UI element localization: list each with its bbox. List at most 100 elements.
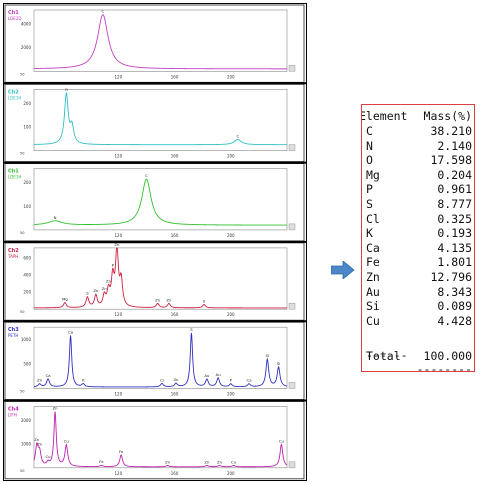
peak-label: Ca <box>68 329 73 334</box>
spectrum-line <box>34 91 287 146</box>
peak-label: Ca <box>247 378 252 383</box>
peak-label: Zn <box>166 297 172 302</box>
header-element: Element <box>361 109 408 123</box>
plot-area <box>33 9 288 72</box>
peak-label: Zn <box>37 442 43 447</box>
table-header: Element Mass(%) <box>362 109 472 124</box>
peak-label: Zn <box>204 459 210 464</box>
peak-label: Zn <box>155 297 161 302</box>
panel-sublabel: LDE2D <box>8 16 21 21</box>
x-tick-label: 120 <box>115 471 123 476</box>
x-start-label: 50 <box>20 310 24 314</box>
panel-sublabel: LIFH <box>8 413 17 418</box>
arrow-shape <box>331 261 355 279</box>
peak-label: P <box>230 378 233 383</box>
mass-cell: 8.343 <box>437 284 472 299</box>
element-cell: O <box>366 153 373 168</box>
scroll-thumb <box>288 382 296 389</box>
peak-label: C <box>236 134 239 139</box>
table-row: Si 0.089 <box>366 299 472 314</box>
element-cell: Au <box>366 284 380 299</box>
x-tick-label: 160 <box>171 74 179 79</box>
y-tick-label: 100 <box>23 204 31 209</box>
y-tick-label: 200 <box>23 101 31 106</box>
scroll-thumb <box>288 461 296 469</box>
peak-label: Zn <box>102 286 108 291</box>
peak-label: Zn <box>114 242 120 247</box>
peak-label: Zn <box>217 459 223 464</box>
plot-area <box>33 247 288 310</box>
x-tick-label: 120 <box>115 233 123 238</box>
table-row: C 38.210 <box>366 124 472 139</box>
peak-label: Fe <box>99 459 104 464</box>
peak-label: Cu <box>231 459 237 464</box>
peak-label: Zn <box>165 459 171 464</box>
table-row: P 0.961 <box>366 182 472 197</box>
panel-sublabel: TAPH <box>7 254 18 259</box>
peak-label: Si <box>266 353 269 358</box>
panel-sublabel: PETH <box>8 333 18 338</box>
table-row: Cu 4.428 <box>366 314 472 329</box>
x-tick-label: 200 <box>227 392 235 397</box>
element-cell: Ca <box>366 240 380 255</box>
mass-cell: 0.204 <box>437 167 472 182</box>
divider-left: ------ <box>366 348 408 362</box>
peak-label: Au <box>216 372 222 377</box>
panel-label: Ch4 <box>8 407 19 413</box>
plot-area <box>33 168 288 231</box>
spectrum-line <box>33 178 287 226</box>
peak-label: Cu <box>279 438 285 443</box>
x-tick-label: 160 <box>171 233 179 238</box>
arrow-right-icon <box>331 261 355 279</box>
peak-label: Zn <box>53 406 59 411</box>
x-start-label: 50 <box>20 469 24 473</box>
x-tick-label: 120 <box>115 74 123 79</box>
total-value: 100.000 <box>423 349 472 363</box>
y-tick-label: 1000 <box>21 442 32 447</box>
panel-sublabel: LDE1H <box>8 175 21 180</box>
y-tick-label: 4000 <box>21 22 32 27</box>
table-divider: ------ -------- <box>366 334 472 371</box>
element-cell: C <box>366 124 373 138</box>
mass-cell: 17.598 <box>430 153 472 168</box>
spectrum-line <box>34 247 287 309</box>
element-cell: P <box>366 182 373 197</box>
scroll-thumb <box>288 302 296 310</box>
panel-label: Ch2 <box>8 89 19 95</box>
element-cell: Mg <box>366 167 380 182</box>
element-cell: Cl <box>366 211 380 226</box>
peak-label: Zn <box>173 377 179 382</box>
panel-sublabel: LDE1H <box>8 95 21 100</box>
x-start-label: 50 <box>20 152 24 156</box>
peak-label: Si <box>277 361 280 366</box>
table-row: S 8.777 <box>366 197 472 212</box>
total-label: Total <box>366 349 401 363</box>
element-cell: S <box>366 197 373 211</box>
peak-label: Zn <box>93 288 99 293</box>
divider-right: -------- <box>416 362 472 372</box>
peak-label: S <box>203 298 206 303</box>
peak-label: P <box>112 262 115 267</box>
mass-cell: 2.140 <box>437 138 472 153</box>
table-row: Ca 4.135 <box>366 241 472 256</box>
x-tick-label: 160 <box>171 154 179 159</box>
peak-label: S <box>190 327 193 332</box>
table-row: Cl 0.325 <box>366 212 472 227</box>
plot-area <box>33 326 288 389</box>
spectrum-line <box>33 332 288 388</box>
y-tick-label: 400 <box>23 273 31 278</box>
peak-label: O <box>65 87 68 92</box>
panel-frame <box>4 4 305 83</box>
mass-cell: 38.210 <box>430 124 472 138</box>
mass-cell: 0.089 <box>437 299 472 314</box>
table-row: N 2.140 <box>366 139 472 154</box>
mass-cell: 0.325 <box>437 211 472 226</box>
peak-label: Cl <box>160 377 164 382</box>
peak-label: Au <box>204 373 210 378</box>
element-cell: K <box>366 226 373 241</box>
peak-label: Cu <box>64 439 70 444</box>
